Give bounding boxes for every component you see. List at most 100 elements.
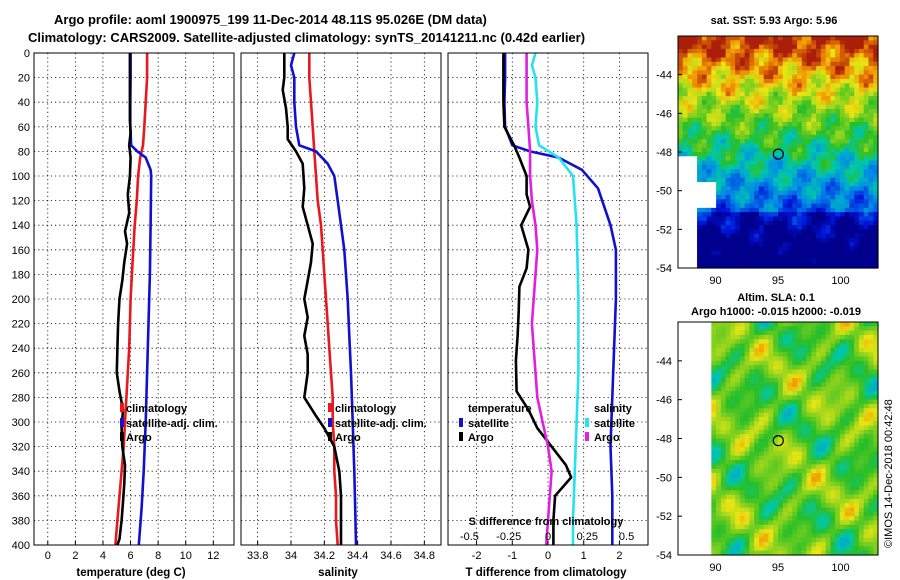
map-cell	[787, 203, 793, 209]
map-cell	[858, 347, 865, 353]
map-cell	[820, 468, 827, 474]
map-cell	[835, 477, 841, 483]
map-cell	[735, 442, 741, 448]
map-cell	[839, 212, 846, 218]
map-cell	[730, 186, 736, 192]
map-cell	[792, 516, 798, 522]
map-cell	[682, 399, 689, 405]
map-cell	[749, 412, 755, 418]
map-cell	[754, 57, 760, 63]
map-cell	[758, 66, 765, 71]
map-cell	[692, 403, 698, 409]
map-cell	[735, 546, 741, 552]
map-cell	[873, 182, 879, 187]
map-cell	[787, 339, 793, 345]
map-cell	[792, 365, 798, 371]
map-cell	[792, 57, 798, 63]
map-cell	[844, 259, 851, 265]
map-cell	[806, 391, 812, 396]
map-cell	[787, 152, 793, 157]
map-cell	[811, 207, 817, 213]
map-cell	[739, 121, 746, 127]
map-cell	[830, 473, 836, 478]
map-cell	[792, 182, 798, 187]
map-cell	[758, 250, 765, 256]
map-cell	[825, 229, 831, 235]
map-cell	[792, 369, 798, 375]
map-cell	[720, 352, 727, 358]
map-cell	[844, 156, 851, 162]
map-cell	[701, 203, 708, 209]
map-cell	[692, 416, 698, 422]
map-cell	[744, 326, 751, 332]
map-cell	[720, 255, 727, 261]
map-cell	[758, 464, 765, 470]
map-cell	[858, 100, 865, 106]
map-cell	[830, 378, 836, 383]
map-cell	[711, 537, 717, 543]
map-cell	[806, 91, 812, 97]
map-cell	[863, 100, 870, 106]
map-cell	[778, 503, 784, 509]
map-cell	[773, 382, 779, 388]
map-cell	[825, 199, 831, 205]
map-cell	[773, 61, 779, 67]
map-cell	[811, 57, 817, 63]
map-cell	[839, 416, 846, 422]
map-cell	[706, 91, 712, 97]
map-cell	[749, 182, 755, 187]
map-cell	[682, 216, 689, 222]
map-cell	[806, 143, 812, 149]
map-cell	[739, 100, 746, 106]
map-cell	[854, 113, 860, 119]
map-cell	[787, 220, 793, 226]
map-cell	[730, 263, 736, 269]
map-cell	[773, 386, 779, 392]
map-cell	[687, 48, 693, 54]
map-cell	[806, 74, 812, 80]
map-cell	[735, 507, 741, 513]
map-cell	[735, 399, 741, 405]
map-cell	[716, 246, 722, 252]
map-cell	[816, 421, 822, 427]
map-cell	[763, 70, 770, 76]
map-cell	[801, 225, 808, 230]
map-cell	[739, 143, 746, 149]
map-cell	[797, 347, 803, 353]
map-cell	[849, 78, 855, 84]
map-cell	[730, 96, 736, 102]
map-cell	[868, 524, 874, 530]
map-cell	[725, 48, 731, 54]
map-cell	[768, 57, 774, 63]
map-cell	[730, 352, 736, 358]
difference-legend: temperature satellite Argo salinity sate…	[459, 403, 635, 444]
map-cell	[782, 451, 789, 457]
map-cell	[816, 182, 822, 187]
map-cell	[816, 186, 822, 192]
map-cell	[739, 365, 746, 371]
map-cell	[749, 378, 755, 383]
map-cell	[868, 447, 874, 453]
map-cell	[782, 74, 789, 80]
map-cell	[792, 550, 798, 556]
map-cell	[816, 100, 822, 106]
map-cell	[820, 229, 827, 235]
map-cell	[682, 160, 689, 166]
map-cell	[792, 242, 798, 248]
map-cell	[825, 36, 831, 41]
map-cell	[744, 48, 751, 54]
map-cell	[678, 451, 684, 457]
map-cell	[863, 365, 870, 371]
map-cell	[706, 464, 712, 470]
map-cell	[678, 117, 684, 123]
map-cell	[854, 220, 860, 226]
map-cell	[806, 524, 812, 530]
map-cell	[811, 229, 817, 235]
imos-credit: ©IMOS 14-Dec-2018 00:42:48	[883, 399, 895, 548]
map-cell	[778, 160, 784, 166]
map-cell	[816, 550, 822, 556]
map-cell	[835, 100, 841, 106]
map-cell	[839, 263, 846, 269]
map-cell	[820, 74, 827, 80]
map-cell	[830, 160, 836, 166]
